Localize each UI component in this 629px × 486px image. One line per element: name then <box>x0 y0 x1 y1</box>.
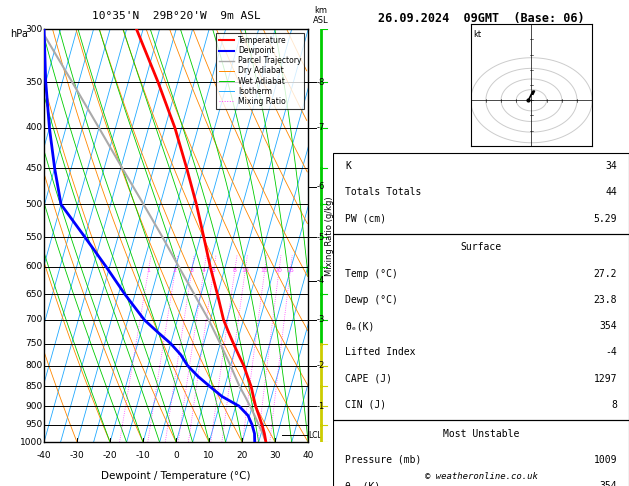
Text: 1000: 1000 <box>19 438 43 447</box>
Text: 700: 700 <box>25 315 43 324</box>
Text: 650: 650 <box>25 290 43 299</box>
Text: -20: -20 <box>103 451 118 460</box>
Text: 1009: 1009 <box>594 455 617 465</box>
Text: kt: kt <box>474 30 482 39</box>
Bar <box>333 153 629 234</box>
Text: -2: -2 <box>317 361 325 370</box>
Text: 800: 800 <box>25 361 43 370</box>
Text: 10: 10 <box>203 451 215 460</box>
Text: 25: 25 <box>286 268 294 273</box>
Text: 20: 20 <box>275 268 282 273</box>
Text: -5: -5 <box>317 233 325 242</box>
Text: -7: -7 <box>317 123 325 132</box>
Text: -8: -8 <box>317 78 325 87</box>
Text: 400: 400 <box>26 123 43 132</box>
Text: CAPE (J): CAPE (J) <box>345 374 392 383</box>
Text: 44: 44 <box>606 188 617 197</box>
Text: 10: 10 <box>241 268 249 273</box>
Text: 5: 5 <box>211 268 215 273</box>
Text: K: K <box>345 161 351 171</box>
Text: Dewpoint / Temperature (°C): Dewpoint / Temperature (°C) <box>101 471 251 481</box>
Text: 15: 15 <box>260 268 269 273</box>
Bar <box>333 420 629 486</box>
Text: θₑ (K): θₑ (K) <box>345 481 381 486</box>
Text: θₑ(K): θₑ(K) <box>345 321 375 331</box>
Text: Surface: Surface <box>460 243 502 252</box>
Text: 26.09.2024  09GMT  (Base: 06): 26.09.2024 09GMT (Base: 06) <box>378 12 584 25</box>
Text: -40: -40 <box>36 451 52 460</box>
Text: Pressure (mb): Pressure (mb) <box>345 455 421 465</box>
Text: 0: 0 <box>173 451 179 460</box>
Text: 20: 20 <box>237 451 248 460</box>
Bar <box>333 234 629 420</box>
Text: 354: 354 <box>599 321 617 331</box>
Text: -1: -1 <box>317 401 325 411</box>
Text: -6: -6 <box>317 182 325 191</box>
Text: 2: 2 <box>173 268 177 273</box>
Text: © weatheronline.co.uk: © weatheronline.co.uk <box>425 472 538 481</box>
Text: Totals Totals: Totals Totals <box>345 188 421 197</box>
Text: 850: 850 <box>25 382 43 391</box>
Text: CIN (J): CIN (J) <box>345 400 386 410</box>
Text: 1297: 1297 <box>594 374 617 383</box>
Text: -10: -10 <box>136 451 150 460</box>
Text: 8: 8 <box>233 268 237 273</box>
Text: -30: -30 <box>70 451 84 460</box>
Legend: Temperature, Dewpoint, Parcel Trajectory, Dry Adiabat, Wet Adiabat, Isotherm, Mi: Temperature, Dewpoint, Parcel Trajectory… <box>216 33 304 109</box>
Text: 4: 4 <box>202 268 206 273</box>
Text: LCL: LCL <box>309 431 323 440</box>
Text: 1: 1 <box>146 268 150 273</box>
Text: 30: 30 <box>269 451 281 460</box>
Text: 900: 900 <box>25 401 43 411</box>
Text: km
ASL: km ASL <box>313 6 328 25</box>
Text: 27.2: 27.2 <box>594 269 617 278</box>
Text: PW (cm): PW (cm) <box>345 214 386 224</box>
Text: -4: -4 <box>317 277 325 285</box>
Text: Mixing Ratio (g/kg): Mixing Ratio (g/kg) <box>325 196 334 276</box>
Text: 450: 450 <box>26 164 43 173</box>
Text: 550: 550 <box>25 233 43 242</box>
Text: 10°35'N  29B°20'W  9m ASL: 10°35'N 29B°20'W 9m ASL <box>92 11 260 21</box>
Text: 23.8: 23.8 <box>594 295 617 305</box>
Text: -4: -4 <box>606 347 617 357</box>
Text: 750: 750 <box>25 339 43 348</box>
Text: 3: 3 <box>189 268 194 273</box>
Text: Lifted Index: Lifted Index <box>345 347 416 357</box>
Text: 34: 34 <box>606 161 617 171</box>
Text: hPa: hPa <box>10 29 28 39</box>
Text: Temp (°C): Temp (°C) <box>345 269 398 278</box>
Text: 40: 40 <box>303 451 314 460</box>
Text: 354: 354 <box>599 481 617 486</box>
Text: 300: 300 <box>25 25 43 34</box>
Text: Most Unstable: Most Unstable <box>443 429 520 438</box>
Text: 350: 350 <box>25 78 43 87</box>
Text: 5.29: 5.29 <box>594 214 617 224</box>
Text: 500: 500 <box>25 200 43 209</box>
Text: 8: 8 <box>611 400 617 410</box>
Text: 600: 600 <box>25 262 43 272</box>
Text: 950: 950 <box>25 420 43 429</box>
Text: -3: -3 <box>317 315 325 324</box>
Text: Dewp (°C): Dewp (°C) <box>345 295 398 305</box>
